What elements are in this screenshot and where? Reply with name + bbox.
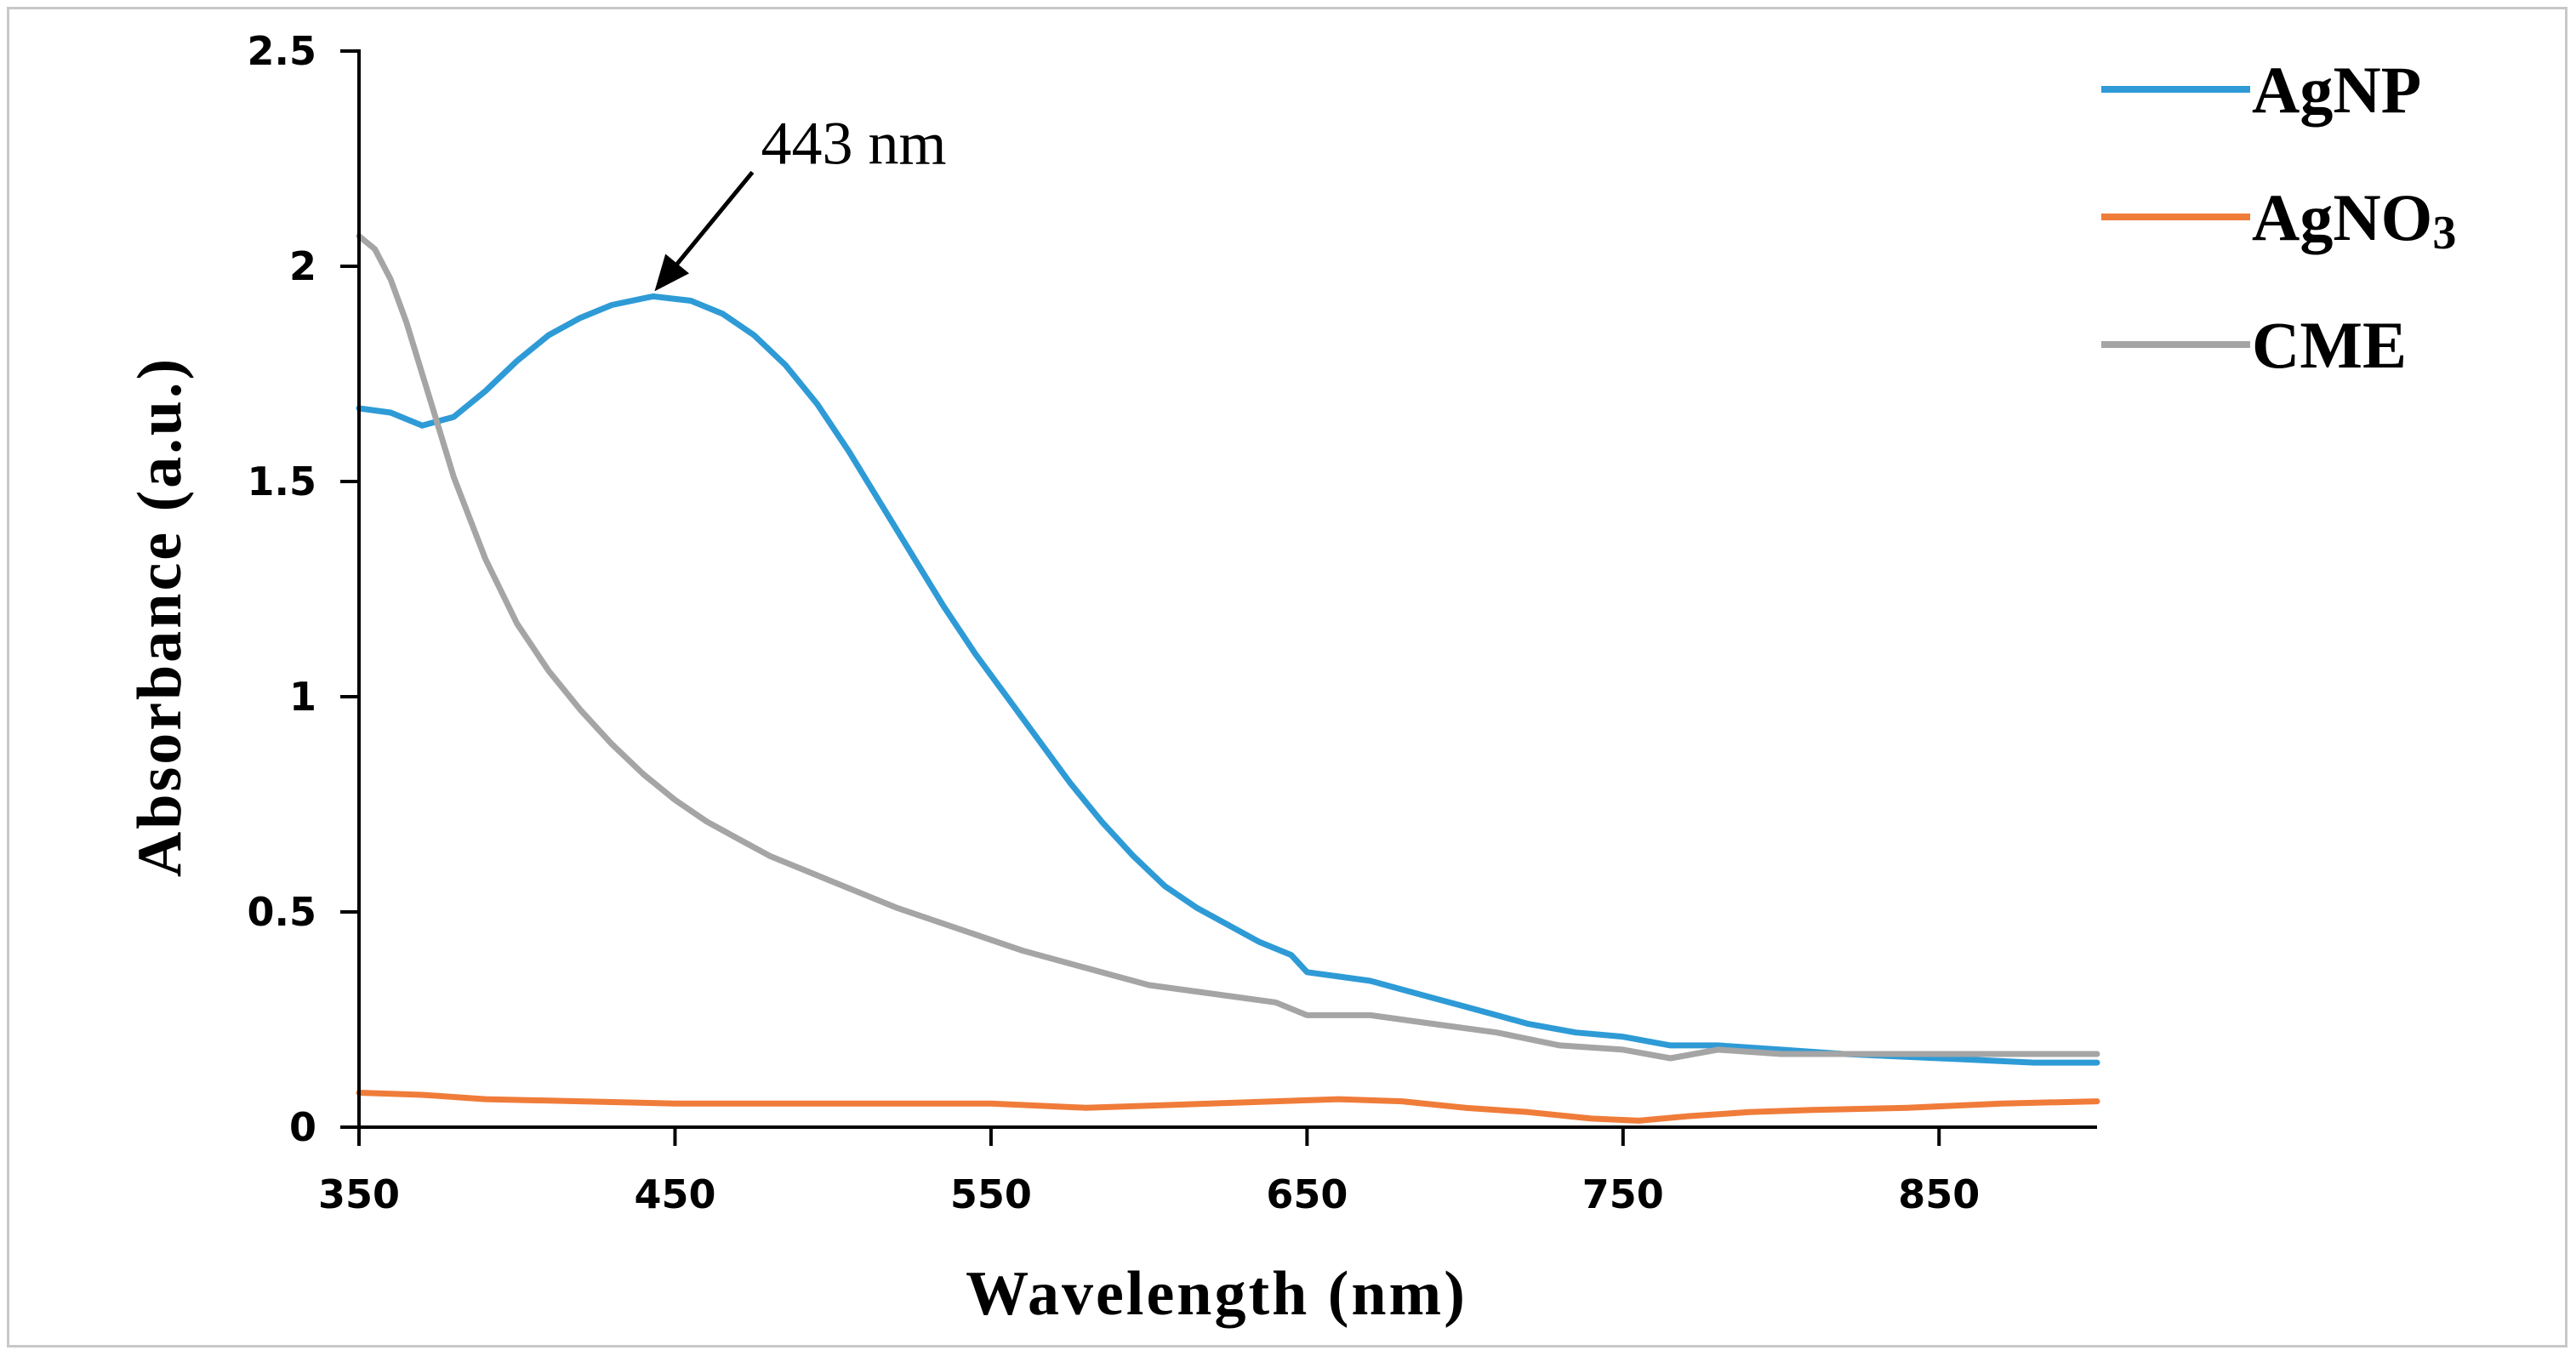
legend-label-agnp: AgNP bbox=[2252, 53, 2421, 127]
x-tick-label: 350 bbox=[318, 1171, 400, 1217]
axes-layer: 0 0.5 1 1.5 2 2.5 350 450 550 650 750 850 bbox=[248, 28, 2097, 1217]
peak-annotation-label: 443 nm bbox=[761, 109, 946, 177]
series-layer bbox=[356, 233, 2100, 1124]
legend: AgNP AgNO3 CME bbox=[2101, 53, 2456, 382]
annotation-layer: 443 nm bbox=[654, 109, 946, 292]
legend-label-agno3: AgNO3 bbox=[2252, 180, 2456, 259]
legend-label-cme: CME bbox=[2252, 308, 2407, 382]
y-axis-title: Absorbance (a.u.) bbox=[125, 356, 195, 877]
y-tick-label: 0.5 bbox=[248, 889, 317, 935]
annotation-arrow-shaft bbox=[664, 170, 755, 279]
series-line-agno3 bbox=[356, 1090, 2100, 1124]
x-axis-title: Wavelength (nm) bbox=[966, 1259, 1468, 1329]
x-tick-label: 750 bbox=[1582, 1171, 1664, 1217]
y-tick-label: 1 bbox=[289, 674, 316, 720]
y-tick-label: 2.5 bbox=[248, 28, 317, 74]
series-line-cme bbox=[356, 233, 2100, 1062]
x-tick-label: 650 bbox=[1266, 1171, 1348, 1217]
y-tick-label: 1.5 bbox=[248, 459, 317, 504]
y-tick-label: 0 bbox=[289, 1104, 316, 1150]
x-tick-label: 450 bbox=[634, 1171, 715, 1217]
y-tick-label: 2 bbox=[289, 243, 316, 289]
x-tick-label: 550 bbox=[950, 1171, 1032, 1217]
figure-frame bbox=[7, 7, 2567, 1347]
series-line-agnp bbox=[356, 293, 2100, 1066]
x-tick-label: 850 bbox=[1898, 1171, 1980, 1217]
annotation-arrow-head bbox=[654, 254, 690, 292]
